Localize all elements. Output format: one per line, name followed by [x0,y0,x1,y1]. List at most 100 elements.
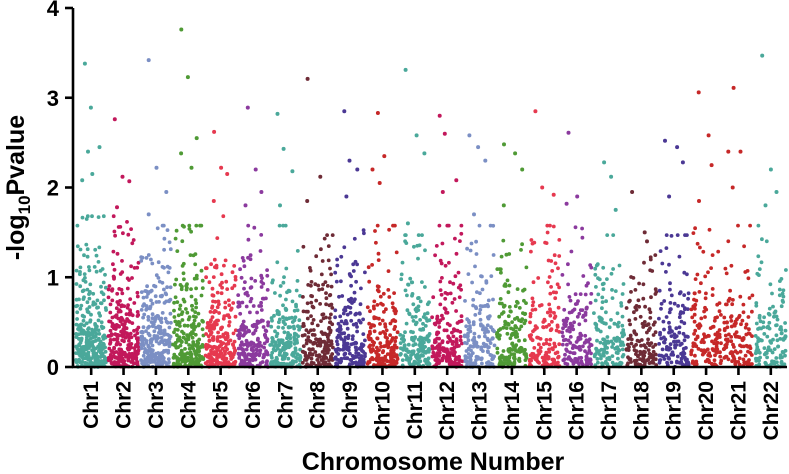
data-point [760,237,764,242]
data-point [483,334,487,339]
data-point [309,300,314,305]
data-point [589,292,594,296]
data-point [200,286,205,290]
data-point [221,214,226,219]
data-point [90,332,95,337]
peak-point [355,167,360,172]
data-point [491,223,496,228]
data-point [649,295,653,300]
data-point [311,347,315,351]
data-point [556,354,561,359]
data-point [648,310,653,315]
data-point [83,276,87,280]
data-point [383,335,388,339]
data-point [139,290,144,294]
data-point [437,354,441,358]
data-point [490,362,495,367]
data-point [583,349,587,353]
data-point [88,319,92,324]
data-point [660,261,665,266]
data-point [333,308,338,313]
data-point [184,287,189,292]
data-point [106,295,111,300]
data-point [600,361,604,366]
data-point [672,339,676,344]
data-point [114,360,119,365]
data-point [764,351,769,355]
data-point [227,303,232,308]
data-point [181,261,186,266]
x-tick-label: Chr21 [727,381,750,441]
data-point [310,321,315,326]
data-point [305,301,310,306]
data-point [628,333,633,338]
data-point [589,362,593,366]
data-point [448,291,453,296]
data-point [310,332,315,337]
data-point [662,299,667,303]
peak-point [90,172,95,176]
data-point [657,353,662,358]
data-point [292,359,296,364]
data-point [522,338,527,343]
data-point [86,327,90,332]
data-point [479,323,483,328]
data-point [257,304,262,308]
data-point [571,327,576,332]
data-point [111,249,116,254]
data-point [375,284,380,289]
data-point [376,361,381,366]
data-point [331,345,335,350]
data-point [497,314,502,319]
x-tick-label: Chr14 [501,381,524,441]
data-point [89,312,93,317]
peak-point [768,167,773,172]
data-point [167,360,171,365]
data-point [460,341,464,346]
peak-point [513,151,518,156]
data-point [358,320,363,325]
data-point [85,287,90,292]
data-point [342,343,346,348]
peak-point [422,151,427,156]
data-point [334,361,338,366]
data-point [455,321,460,325]
data-point [101,214,106,219]
data-point [604,299,608,304]
data-point [401,334,406,338]
data-point [134,357,139,361]
data-point [620,347,625,352]
data-point [717,301,722,305]
data-point [80,313,85,318]
data-point [783,334,788,339]
data-point [361,361,366,365]
data-point [474,252,479,256]
data-point [456,270,461,275]
data-point [173,343,178,348]
data-point [269,342,274,347]
data-point [152,319,157,324]
data-point [320,287,325,291]
data-point [290,299,295,304]
data-point [335,342,340,347]
x-tick-label: Chr11 [404,381,427,440]
data-point [376,353,381,357]
data-point [602,321,606,326]
data-point [96,215,101,220]
data-point [379,344,383,349]
data-point [737,356,742,361]
data-point [538,345,543,350]
data-point [556,305,561,310]
data-point [163,316,168,321]
data-point [509,352,514,356]
data-point [629,337,634,342]
data-point [492,343,497,348]
peak-point [243,203,248,208]
data-point [316,283,321,288]
data-point [440,346,445,351]
data-point [772,311,777,315]
data-point [425,362,430,366]
data-point [498,267,503,272]
data-point [693,328,698,333]
data-point [254,322,259,327]
